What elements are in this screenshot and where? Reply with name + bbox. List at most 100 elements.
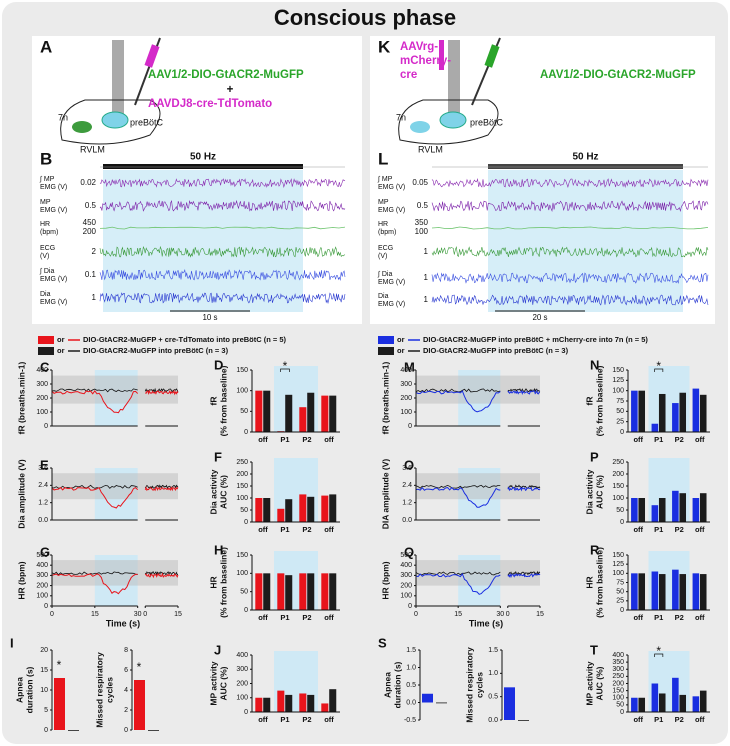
row-label: ECG xyxy=(40,245,55,252)
y-tick-label: 200 xyxy=(236,680,248,687)
y-tick-label: 125 xyxy=(612,377,624,384)
y-tick-label: 2.4 xyxy=(38,482,48,489)
y-tick-label: 0 xyxy=(620,519,624,526)
y-axis-label: Dia activity xyxy=(584,469,594,514)
x-axis-label: Time (s) xyxy=(106,618,140,628)
row-label: MP xyxy=(378,199,389,206)
x-tick-label: off xyxy=(258,435,268,444)
y-axis-label: HR (bpm) xyxy=(380,561,390,599)
row-scale: 1 xyxy=(92,293,97,302)
y-tick-label: 400 xyxy=(36,367,48,374)
stim-shade xyxy=(103,170,303,312)
mean-trace xyxy=(51,573,138,595)
x-tick-label: off xyxy=(633,613,643,622)
mean-trace xyxy=(507,387,541,394)
row-label: EMG (V) xyxy=(378,207,405,214)
bar xyxy=(54,678,65,730)
mean-trace xyxy=(51,388,138,393)
mean-trace xyxy=(144,571,179,576)
row-label: Dia xyxy=(378,293,389,300)
row-label: (bpm) xyxy=(378,229,396,236)
x-tick-label: P1 xyxy=(654,435,663,444)
mean-trace xyxy=(415,484,501,489)
row-label: EMG (V) xyxy=(378,301,405,308)
y-tick-label: 100 xyxy=(612,495,624,502)
y-axis-label: (% from baseline) xyxy=(218,547,228,618)
y-tick-label: 400 xyxy=(236,652,248,659)
bracket xyxy=(654,368,664,372)
y-tick-label: 0 xyxy=(620,607,624,614)
significance: * xyxy=(137,660,142,674)
bar xyxy=(518,720,529,721)
bar xyxy=(277,573,285,610)
y-tick-label: 1.0 xyxy=(406,664,416,671)
row-scale: 1 xyxy=(424,273,429,282)
bar xyxy=(699,574,707,610)
row-scale: 200 xyxy=(83,227,97,236)
bar xyxy=(321,495,329,522)
mean-trace xyxy=(144,387,179,393)
x-tick-label: P2 xyxy=(302,613,311,622)
virus-label: mCherry- xyxy=(400,55,451,67)
nucleus-label: 7n xyxy=(58,112,68,122)
y-axis-label: HR xyxy=(208,576,218,588)
y-axis-label: AUC (%) xyxy=(218,666,228,700)
bracket xyxy=(280,368,290,372)
y-axis-label: cycles xyxy=(474,672,484,698)
row-label: MP xyxy=(40,199,51,206)
panel-label: O xyxy=(404,457,414,472)
y-tick-label: 2 xyxy=(124,707,128,714)
y-tick-label: 10 xyxy=(40,687,48,694)
panel-label: L xyxy=(378,149,388,168)
panel-label: M xyxy=(404,359,415,374)
mean-trace xyxy=(507,570,541,577)
y-tick-label: 150 xyxy=(236,483,248,490)
x-tick-label: off xyxy=(633,715,643,724)
bar xyxy=(692,388,700,432)
row-scale: 1 xyxy=(424,295,429,304)
x-tick-label: P1 xyxy=(654,525,663,534)
panel-label: C xyxy=(40,359,50,374)
bar xyxy=(672,569,679,610)
y-tick-label: 200 xyxy=(36,395,48,402)
y-tick-label: 25 xyxy=(616,598,624,605)
row-label: EMG (V) xyxy=(40,276,67,283)
y-tick-label: 400 xyxy=(36,562,48,569)
y-axis-label: duration (s) xyxy=(24,666,34,713)
bar xyxy=(68,730,79,731)
bar xyxy=(422,693,433,703)
bar xyxy=(651,571,659,610)
bar xyxy=(658,498,666,522)
bar xyxy=(285,694,293,712)
y-tick-label: 250 xyxy=(236,459,248,466)
trace xyxy=(99,199,346,212)
y-tick-label: 100 xyxy=(236,695,248,702)
y-tick-label: 500 xyxy=(400,552,412,559)
x-tick-label: off xyxy=(695,435,705,444)
row-label: Dia xyxy=(40,291,51,298)
y-tick-label: 3.6 xyxy=(402,465,412,472)
y-tick-label: 200 xyxy=(236,471,248,478)
bar xyxy=(263,697,271,712)
bar xyxy=(631,573,638,610)
panel-label: Q xyxy=(404,544,414,559)
x-tick-label: P2 xyxy=(675,613,684,622)
y-axis-label: fR (breaths.min-1) xyxy=(380,361,390,434)
nucleus-label: preBötC xyxy=(470,117,504,127)
y-tick-label: 0 xyxy=(244,429,248,436)
y-tick-label: -0.5 xyxy=(404,717,416,724)
y-axis-label: Apnea xyxy=(14,677,24,703)
x-tick-label: 15 xyxy=(91,611,99,618)
legend-swatch xyxy=(38,347,54,355)
mean-trace xyxy=(145,389,179,396)
panel-label: D xyxy=(214,357,223,372)
y-tick-label: 1.5 xyxy=(488,647,498,654)
virus-label: AAVDJ8-cre-TdTomato xyxy=(148,98,272,110)
y-axis-label: fR xyxy=(208,397,218,406)
bar xyxy=(307,694,315,712)
stim-bar xyxy=(103,164,303,169)
bar xyxy=(255,697,263,712)
panel-label: P xyxy=(590,449,599,464)
y-tick-label: 0 xyxy=(44,423,48,430)
trace xyxy=(431,200,709,212)
